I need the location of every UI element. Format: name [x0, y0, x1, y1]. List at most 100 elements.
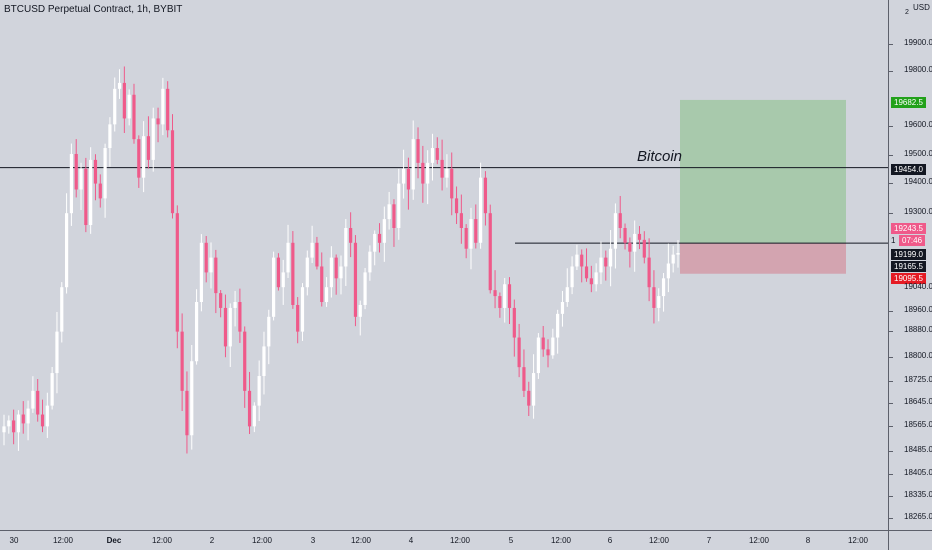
candle-bearish [498, 296, 502, 308]
candle-bullish [127, 94, 131, 119]
candle-bullish [64, 213, 69, 288]
candle-bearish [166, 88, 170, 131]
candle-bearish [98, 183, 102, 199]
candle-bearish [493, 290, 497, 297]
candle-bullish [633, 233, 637, 252]
candle-bullish [599, 257, 603, 273]
candlestick-chart[interactable] [0, 0, 888, 530]
time-tick: 30 [9, 536, 19, 545]
target-price-tag: 19682.5 [891, 97, 926, 108]
price-tick: 18645.0 [904, 397, 932, 406]
time-axis[interactable]: 30 12:00 Dec 12:00 2 12:00 3 12:00 4 12:00 5 12:00 6… [0, 530, 888, 550]
candle-bearish [320, 266, 324, 303]
currency-label: USD [913, 3, 930, 12]
candle-bearish [175, 213, 179, 332]
price-axis[interactable]: USD 2 19900.0 19800.0 19600.0 19500.0 19400.… [888, 0, 932, 530]
candle-bullish [305, 257, 309, 288]
candle-bearish [647, 257, 651, 288]
candle-bullish [570, 266, 574, 288]
price-tick: 18960.0 [904, 305, 932, 314]
price-tick: 19800.0 [904, 65, 932, 74]
long-position-profit-zone[interactable] [680, 99, 846, 244]
candle-bearish [637, 233, 642, 240]
candle-bullish [194, 302, 199, 362]
candle-bullish [368, 251, 372, 273]
candle-bearish [243, 331, 247, 391]
candle-bullish [358, 304, 362, 317]
candle-bearish [12, 420, 16, 433]
price-tick-mark [889, 451, 893, 452]
candle-bullish [661, 278, 666, 297]
candle-bearish [474, 219, 478, 243]
candle-bullish [199, 242, 203, 303]
candle-bearish [459, 213, 463, 228]
price-tick: 18265.0 [904, 512, 932, 521]
time-tick: 6 [607, 536, 613, 545]
candle-bullish [310, 242, 314, 258]
scale-marker: 2 [905, 9, 909, 16]
candle-bullish [676, 253, 680, 255]
price-tick-mark [889, 426, 893, 427]
time-tick: 7 [706, 536, 712, 545]
candle-bullish [45, 405, 49, 427]
long-position-loss-zone[interactable] [680, 243, 846, 274]
candle-bullish [329, 257, 333, 288]
candle-bullish [233, 302, 237, 308]
candle-bullish [55, 331, 59, 374]
time-tick: Dec [106, 536, 122, 545]
candle-bullish [69, 153, 73, 214]
time-tick: 2 [209, 536, 215, 545]
candle-bearish [223, 307, 228, 347]
candle-bearish [435, 148, 439, 160]
candle-bullish [103, 148, 107, 199]
chart-pane[interactable]: BTCUSD Perpetual Contract, 1h, BYBIT Bit… [0, 0, 888, 530]
price-tick: 19300.0 [904, 207, 932, 216]
candle-bullish [161, 88, 165, 125]
time-tick: 12:00 [648, 536, 670, 545]
price-tick-mark [889, 331, 893, 332]
candle-bullish [252, 405, 256, 427]
candle-bullish [344, 227, 348, 267]
candle-bearish [440, 159, 444, 178]
stop-price-tag: 19095.5 [891, 273, 926, 284]
candle-bearish [40, 414, 45, 427]
candle-bearish [180, 331, 184, 391]
candle-bearish [546, 349, 550, 356]
bitcoin-annotation[interactable]: Bitcoin [637, 148, 683, 165]
candle-bullish [228, 307, 232, 347]
candle-bullish [382, 219, 386, 243]
candle-bullish [671, 254, 675, 264]
candle-bearish [349, 227, 353, 243]
candle-bullish [117, 82, 122, 89]
price-tick: 19400.0 [904, 177, 932, 186]
candle-bearish [517, 337, 521, 368]
candle-bullish [613, 213, 618, 249]
candle-bullish [113, 88, 117, 125]
candle-bearish [604, 257, 608, 267]
candle-bearish [132, 94, 136, 140]
candle-bearish [74, 153, 78, 190]
candle-bullish [257, 376, 261, 406]
candle-bearish [247, 390, 252, 427]
candle-bullish [411, 139, 415, 190]
candle-bearish [36, 390, 40, 415]
candle-bearish [450, 168, 454, 199]
candle-bullish [281, 272, 285, 288]
countdown-prefix: 1 [891, 236, 896, 245]
price-tick-mark [889, 496, 893, 497]
candle-bullish [426, 162, 430, 184]
candle-bullish [363, 272, 367, 305]
candle-bullish [31, 390, 35, 409]
candle-bullish [594, 272, 598, 285]
candle-bullish [556, 313, 560, 338]
price-tick-mark [889, 183, 893, 184]
candle-bearish [238, 302, 242, 332]
candle-bearish [406, 168, 410, 190]
candle-bullish [575, 254, 579, 267]
price-tick: 18485.0 [904, 445, 932, 454]
candle-bearish [527, 390, 531, 406]
time-tick: 12:00 [52, 536, 74, 545]
price-tick: 18335.0 [904, 490, 932, 499]
candle-bullish [565, 287, 569, 303]
candle-bullish [445, 168, 449, 178]
